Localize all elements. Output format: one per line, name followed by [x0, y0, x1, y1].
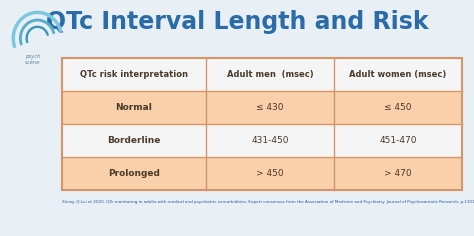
Text: Xiong, Q.Lui et 2020. QTc monitoring in adults with medical and psychiatric como: Xiong, Q.Lui et 2020. QTc monitoring in …	[62, 200, 474, 204]
Text: Adult women (msec): Adult women (msec)	[349, 70, 447, 79]
Text: QTc Interval Length and Risk: QTc Interval Length and Risk	[46, 10, 428, 34]
Text: 451-470: 451-470	[379, 136, 417, 145]
Text: Prolonged: Prolonged	[108, 169, 160, 178]
Text: ≤ 450: ≤ 450	[384, 103, 412, 112]
Text: Adult men  (msec): Adult men (msec)	[227, 70, 313, 79]
Text: ≤ 430: ≤ 430	[256, 103, 284, 112]
Bar	[62, 157, 462, 190]
Text: > 450: > 450	[256, 169, 284, 178]
Bar	[62, 124, 462, 157]
Text: QTc risk interpretation: QTc risk interpretation	[80, 70, 188, 79]
Bar	[62, 58, 462, 190]
Text: 431-450: 431-450	[251, 136, 289, 145]
Bar	[62, 91, 462, 124]
Bar	[62, 58, 462, 190]
Text: > 470: > 470	[384, 169, 412, 178]
Text: Borderline: Borderline	[107, 136, 161, 145]
Text: Normal: Normal	[116, 103, 153, 112]
Text: psych
scène: psych scène	[26, 55, 41, 65]
